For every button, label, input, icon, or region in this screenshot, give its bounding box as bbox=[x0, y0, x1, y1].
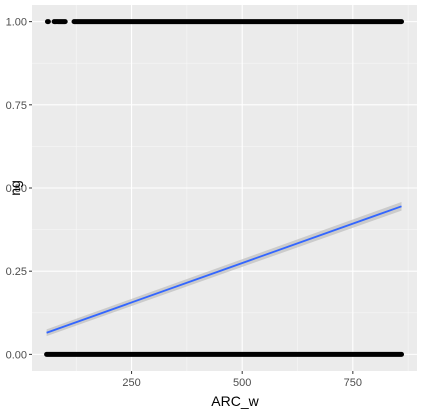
y-tick-label-0: 0.00 bbox=[6, 349, 27, 361]
x-axis-title: ARC_w bbox=[211, 393, 259, 409]
y-tick-label-1: 0.25 bbox=[6, 266, 27, 278]
y-tick-label-3: 0.75 bbox=[6, 100, 27, 112]
x-axis: 250 500 750 bbox=[122, 371, 362, 389]
x-tick-label-1: 500 bbox=[233, 377, 251, 389]
data-points-layer bbox=[44, 19, 405, 357]
x-tick-label-0: 250 bbox=[122, 377, 140, 389]
x-tick-label-2: 750 bbox=[344, 377, 362, 389]
trend-line bbox=[46, 205, 402, 334]
y-tick-label-2: 0.50 bbox=[6, 183, 27, 195]
y-tick-label-4: 1.00 bbox=[6, 17, 27, 29]
y-axis: 0.00 0.25 0.50 0.75 1.00 bbox=[6, 17, 32, 361]
trend-line-layer bbox=[46, 205, 402, 334]
y-axis-title: ng bbox=[7, 180, 23, 196]
